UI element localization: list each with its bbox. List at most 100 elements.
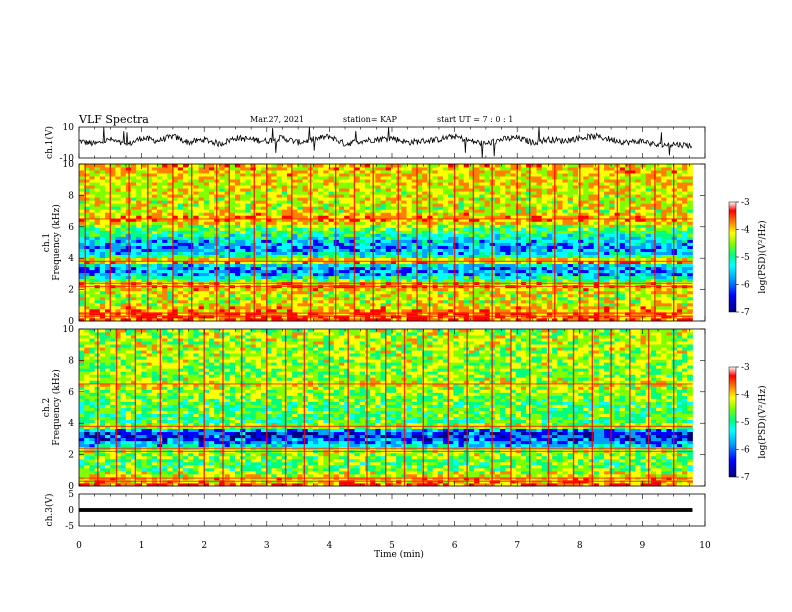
ch1-spectrogram-cell — [172, 299, 179, 304]
ch1-spectrogram-cell — [219, 215, 225, 219]
ch1-spectrogram-cell — [167, 275, 173, 280]
ch1-spectrogram-cell — [260, 278, 267, 283]
ch1-spectrogram-cell — [432, 209, 439, 213]
ch1-spectrogram-cell — [567, 236, 574, 240]
ch1-spectrogram-cell — [484, 251, 491, 255]
ch1-spectrogram-cell — [286, 209, 293, 213]
ch1-spectrogram-cell — [536, 209, 543, 213]
ch1-spectrogram-cell — [656, 278, 662, 283]
ch1-spectrogram-cell — [167, 299, 173, 304]
ch1-spectrogram-cell — [219, 251, 225, 255]
ch1-spectrogram-cell — [120, 236, 127, 240]
ch1-spectrogram-cell — [390, 230, 397, 234]
ch1-spectrogram-cell — [593, 287, 600, 292]
ch1-spectrogram-cell — [411, 230, 418, 234]
ch1-spectrogram-cell — [323, 221, 329, 225]
ch1-spectrogram-cell — [375, 203, 381, 207]
ch1-spectrogram-cell — [432, 302, 439, 307]
ch1-spectrogram-cell — [115, 245, 121, 249]
ch1-spectrogram-cell — [266, 236, 272, 240]
ch1-spectrogram-cell — [240, 194, 246, 198]
ch1-spectrogram-cell — [354, 233, 361, 237]
ch1-spectrogram-cell — [141, 302, 147, 307]
ch1-spectrogram-cell — [562, 317, 569, 322]
ch1-spectrogram-cell — [281, 278, 288, 283]
ch1-spectrogram-cell — [505, 248, 511, 252]
ch1-spectrogram-cell — [167, 227, 173, 231]
ch1-spectrogram-cell — [401, 212, 407, 216]
ch1-spectrogram-cell — [437, 293, 444, 298]
ch1-spectrogram-cell — [364, 305, 371, 310]
ch1-spectrogram-cell — [276, 317, 283, 322]
ch1-spectrogram-cell — [500, 200, 506, 204]
ch1-spectrogram-cell — [411, 203, 418, 207]
ch1-spectrogram-cell — [198, 293, 205, 298]
ch1-spectrogram-cell — [442, 224, 449, 228]
ch1-spectrogram-cell — [255, 278, 262, 283]
ch1-spectrogram-cell — [234, 266, 241, 271]
ch1-spectrogram-cell — [208, 263, 215, 268]
ch1-spectrogram-cell — [328, 221, 335, 225]
ch1-spectrogram-cell — [484, 248, 491, 252]
ch1-spectrogram-cell — [156, 221, 163, 225]
ch1-spectrogram-cell — [318, 257, 324, 262]
ch1-spectrogram-cell — [541, 269, 548, 274]
ch1-spectrogram-cell — [687, 296, 693, 301]
ch1-spectrogram-cell — [619, 233, 626, 237]
ch1-spectrogram-cell — [562, 227, 569, 231]
ch1-spectrogram-cell — [656, 317, 662, 322]
ch1-spectrogram-cell — [219, 245, 225, 249]
ch1-spectrogram-cell — [266, 233, 272, 237]
ch1-spectrogram-cell — [448, 293, 454, 298]
ch1-spectrogram-cell — [609, 257, 615, 262]
ch1-spectrogram-cell — [344, 290, 350, 295]
ch1-spectrogram-cell — [588, 260, 595, 265]
ch1-spectrogram-cell — [333, 254, 340, 258]
ch1-spectrogram-cell — [359, 245, 366, 249]
ch1-spectrogram-cell — [432, 263, 439, 268]
ch1-spectrogram-cell — [624, 218, 631, 222]
ch1-spectrogram-cell — [89, 269, 95, 274]
ch1-spectrogram-cell — [266, 239, 272, 243]
ch1-spectrogram-cell — [344, 236, 350, 240]
ch1-spectrogram-cell — [593, 218, 600, 222]
ch1-spectrogram-cell — [411, 206, 418, 210]
ch1-spectrogram-cell — [354, 209, 361, 213]
ch1-spectrogram-cell — [286, 248, 293, 252]
ch1-spectrogram-cell — [474, 227, 480, 231]
ch1-spectrogram-cell — [671, 248, 678, 252]
ch1-spectrogram-cell — [364, 248, 371, 252]
ch1-spectrogram-cell — [572, 290, 579, 295]
ch1-spectrogram-cell — [286, 215, 293, 219]
ch1-spectrogram-cell — [515, 251, 522, 255]
ch1-spectrogram-cell — [557, 254, 563, 258]
ch1-spectrogram-cell — [479, 287, 485, 292]
ch1-spectrogram-cell — [526, 302, 532, 307]
ch1-spectrogram-cell — [162, 296, 168, 301]
ch1-spectrogram-cell — [650, 275, 657, 280]
ch1-spectrogram-cell — [302, 242, 309, 246]
ch1-spectrogram-cell — [598, 290, 605, 295]
ch1-spectrogram-cell — [271, 233, 277, 237]
ch1-spectrogram-cell — [193, 296, 199, 301]
ch1-spectrogram-cell — [598, 215, 605, 219]
ch1-spectrogram-cell — [468, 224, 475, 228]
ch1-spectrogram-cell — [531, 242, 537, 246]
ch1-spectrogram-cell — [411, 194, 418, 198]
ch1-spectrogram-cell — [240, 266, 246, 271]
ch1-spectrogram-cell — [338, 242, 345, 246]
ch1-spectrogram-cell — [94, 308, 101, 313]
ch1-spectrogram-cell — [437, 287, 444, 292]
ch1-spectrogram-cell — [79, 308, 85, 313]
ch1-spectrogram-cell — [442, 197, 449, 201]
ch1-spectrogram-cell — [229, 272, 236, 277]
ch1-spectrogram-cell — [198, 272, 205, 277]
ch1-spectrogram-cell — [630, 227, 636, 231]
ch1-spectrogram-cell — [286, 239, 293, 243]
ch1-spectrogram-cell — [411, 293, 418, 298]
ch1-spectrogram-cell — [89, 290, 95, 295]
ch1-spectrogram-cell — [344, 302, 350, 307]
ch1-spectrogram-cell — [422, 272, 428, 277]
ch1-spectrogram-cell — [245, 254, 251, 258]
ch1-spectrogram-cell — [635, 218, 641, 222]
